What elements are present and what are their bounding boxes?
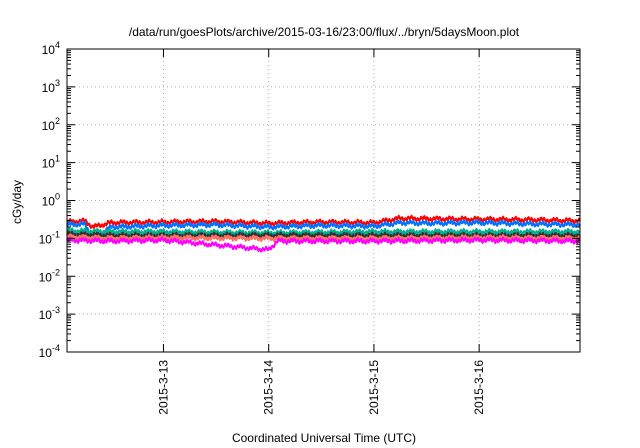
y-tick-label: 10-3 [39,305,60,322]
y-tick-label: 103 [42,78,60,95]
chart-title: /data/run/goesPlots/archive/2015-03-16/2… [129,25,520,39]
y-tick-label: 10-1 [39,229,60,246]
x-tick-label: 2015-3-14 [262,360,276,415]
y-axis-label: cGy/day [10,180,24,224]
y-tick-labels: 10-4 10-3 10-2 10-1 100 101 102 103 104 [39,40,60,360]
series-line [66,236,581,253]
x-tick-label: 2015-3-13 [156,360,170,415]
data-lines [66,214,581,253]
x-tick-labels: 2015-3-13 2015-3-14 2015-3-15 2015-3-16 [156,360,486,415]
series-line [66,218,581,241]
x-axis-label: Coordinated Universal Time (UTC) [232,431,416,445]
series-line [66,227,581,237]
x-tick-label: 2015-3-16 [472,360,486,415]
y-tick-label: 10-2 [39,267,60,284]
y-tick-label: 102 [42,116,60,133]
gridlines [67,49,580,352]
x-tick-label: 2015-3-15 [367,360,381,415]
y-tick-label: 104 [42,40,60,57]
series-line [66,214,581,229]
y-tick-label: 100 [42,192,60,209]
y-tick-label: 101 [42,154,60,171]
y-tick-label: 10-4 [39,343,60,360]
axis-ticks [67,48,580,353]
